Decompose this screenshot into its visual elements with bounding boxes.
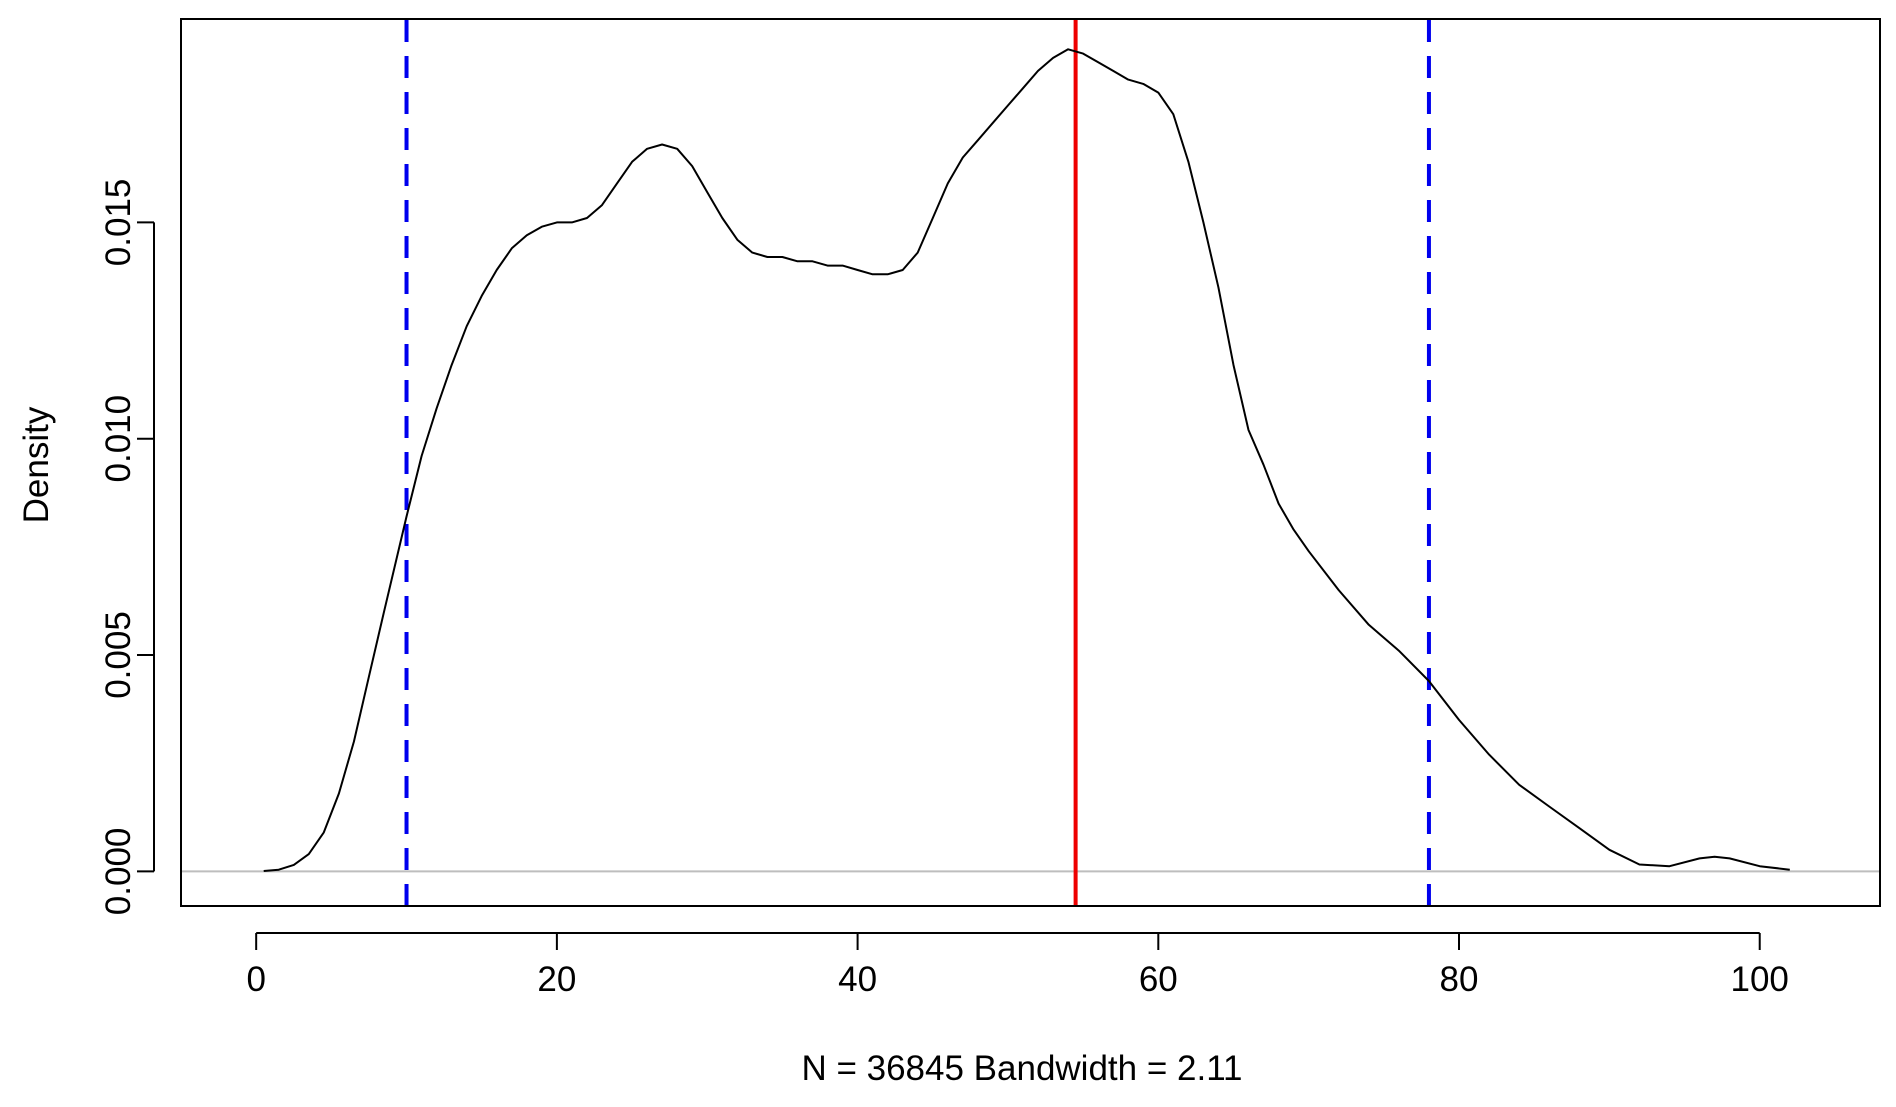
reference-lines-layer xyxy=(404,20,1431,905)
y-tick-label: 0.015 xyxy=(99,179,138,267)
y-tick-label: 0.000 xyxy=(99,828,138,916)
x-tick-label: 0 xyxy=(246,960,265,999)
y-axis: 0.000 0.005 0.010 0.015 xyxy=(99,179,155,916)
x-tick-label: 40 xyxy=(838,960,877,999)
series-layer xyxy=(263,48,1790,872)
x-axis: 0 20 40 60 80 100 xyxy=(246,932,1789,999)
x-axis-label: N = 36845 Bandwidth = 2.11 xyxy=(801,1049,1242,1088)
x-tick-label: 100 xyxy=(1731,960,1789,999)
plot-frame-layer xyxy=(180,18,1881,907)
plot-frame xyxy=(180,18,1881,907)
y-tick-label: 0.010 xyxy=(99,395,138,483)
x-tick-label: 60 xyxy=(1139,960,1178,999)
y-axis-label: Density xyxy=(17,406,56,523)
x-tick-label: 80 xyxy=(1440,960,1479,999)
x-tick-label: 20 xyxy=(537,960,576,999)
density-curve xyxy=(263,48,1790,872)
y-tick-label: 0.005 xyxy=(99,611,138,699)
